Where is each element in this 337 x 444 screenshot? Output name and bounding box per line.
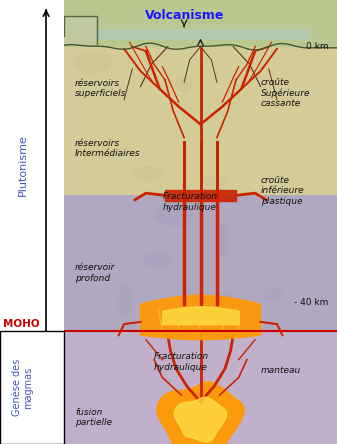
Text: croûte
inférieure
plastique: croûte inférieure plastique xyxy=(261,176,304,206)
Polygon shape xyxy=(64,0,337,47)
Text: Genèse des
magmas: Genèse des magmas xyxy=(11,359,33,416)
Text: - 40 km: - 40 km xyxy=(295,298,329,307)
Polygon shape xyxy=(91,29,310,40)
Polygon shape xyxy=(64,331,337,444)
Text: MOHO: MOHO xyxy=(3,318,40,329)
Text: 0 km: 0 km xyxy=(306,42,329,51)
Polygon shape xyxy=(64,195,337,331)
Polygon shape xyxy=(64,16,97,44)
Text: Fracturation
hydraulique: Fracturation hydraulique xyxy=(154,352,209,372)
Text: Fracturation
hydraulique: Fracturation hydraulique xyxy=(162,192,217,212)
Ellipse shape xyxy=(201,175,230,186)
Text: Plutonisme: Plutonisme xyxy=(18,135,27,196)
Ellipse shape xyxy=(175,75,192,92)
Ellipse shape xyxy=(213,293,237,312)
Text: réservoirs
Intermédiaires: réservoirs Intermédiaires xyxy=(75,139,141,159)
Ellipse shape xyxy=(215,223,230,258)
Ellipse shape xyxy=(133,166,164,182)
Ellipse shape xyxy=(263,287,283,301)
Ellipse shape xyxy=(143,252,172,269)
Text: Volcanisme: Volcanisme xyxy=(145,9,224,22)
Text: réservoir
profond: réservoir profond xyxy=(75,263,115,283)
Ellipse shape xyxy=(73,51,113,74)
Text: croûte
Supérieure
cassante: croûte Supérieure cassante xyxy=(261,78,310,108)
Text: fusion
partielle: fusion partielle xyxy=(75,408,112,427)
Ellipse shape xyxy=(153,202,193,226)
Text: manteau: manteau xyxy=(261,366,301,375)
Polygon shape xyxy=(64,47,337,195)
Polygon shape xyxy=(174,397,227,442)
Polygon shape xyxy=(157,382,244,444)
Ellipse shape xyxy=(118,285,133,317)
Text: réservoirs
superficiels: réservoirs superficiels xyxy=(75,79,126,99)
Polygon shape xyxy=(141,295,261,340)
